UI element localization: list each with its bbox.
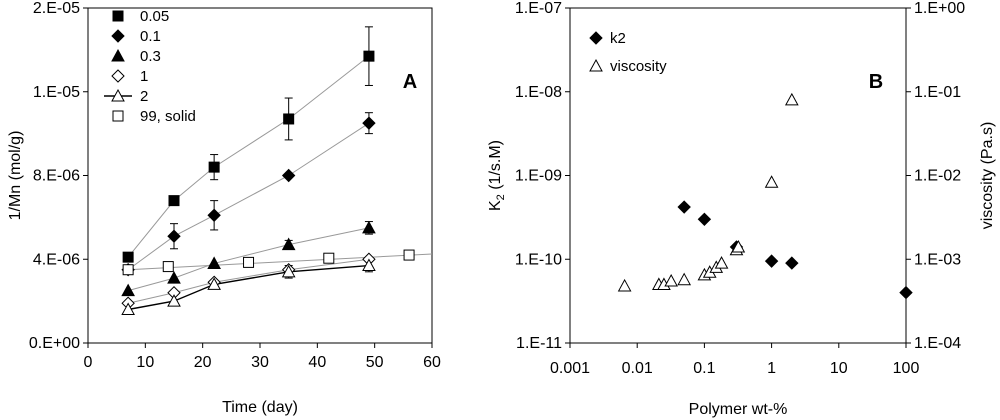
data-point xyxy=(714,256,729,269)
x-tick-label-a: 40 xyxy=(308,354,326,371)
y-left-axis-title-rest: (1/s.M) xyxy=(487,140,504,194)
x-tick-label-a: 20 xyxy=(194,354,212,371)
panel-label-b: B xyxy=(869,71,883,93)
data-point xyxy=(785,256,799,270)
data-point xyxy=(677,272,692,286)
legend-marker xyxy=(112,10,124,22)
data-point xyxy=(168,195,180,207)
data-point xyxy=(162,261,174,273)
panel-b-chart: 0.001 0.01 0.1 1 10 100 1.E-11 1.E-10 1.E-09 1.E-… xyxy=(487,0,996,418)
legend-label: k2 xyxy=(610,30,626,47)
data-point xyxy=(764,175,779,188)
data-point xyxy=(208,161,220,173)
y-left-tick-label-b: 1.E-10 xyxy=(515,251,562,268)
y-right-tick-label-b: 1.E-04 xyxy=(914,335,961,352)
data-point xyxy=(243,256,255,268)
legend-label: 0.05 xyxy=(140,8,169,25)
x-tick-label-b: 0.01 xyxy=(622,360,653,377)
data-point xyxy=(207,277,221,290)
y-left-tick-label-b: 1.E-09 xyxy=(515,168,562,185)
data-point xyxy=(207,256,221,269)
x-tick-label-b: 1 xyxy=(767,360,776,377)
x-tick-label-b: 0.1 xyxy=(693,360,715,377)
y-right-tick-label-b: 1.E-02 xyxy=(914,168,961,185)
y-tick-label-a: 8.E-06 xyxy=(33,168,80,185)
data-point xyxy=(362,258,376,272)
data-point xyxy=(167,271,181,284)
data-point xyxy=(731,239,746,253)
x-tick-label-a: 50 xyxy=(366,354,384,371)
y-left-tick-label-b: 1.E-08 xyxy=(515,84,562,101)
x-tick-label-b: 10 xyxy=(830,360,848,377)
y-left-tick-label-b: 1.E-11 xyxy=(516,335,562,352)
x-tick-label-a: 60 xyxy=(423,354,441,371)
data-point xyxy=(121,302,135,315)
x-tick-label-a: 10 xyxy=(136,354,154,371)
legend-marker xyxy=(111,69,125,83)
y-left-tick-label-b: 1.E-07 xyxy=(515,0,562,17)
data-point xyxy=(362,116,376,130)
legend-marker xyxy=(111,29,125,43)
series-line xyxy=(127,55,370,258)
y-tick-label-a: 0.E+00 xyxy=(29,335,80,352)
data-point xyxy=(122,251,134,263)
data-point xyxy=(664,273,678,287)
data-point xyxy=(281,168,296,183)
y-left-axis-title-sub: 2 xyxy=(495,194,507,200)
y-right-tick-label-b: 1.E-01 xyxy=(914,84,961,101)
y-tick-label-a: 4.E-06 xyxy=(33,251,80,268)
series-line xyxy=(128,264,369,311)
y-tick-label-a: 1.E-05 xyxy=(33,84,80,101)
legend-marker xyxy=(111,88,125,102)
data-point xyxy=(764,254,779,268)
data-point xyxy=(677,200,691,214)
legend-label: viscosity xyxy=(610,58,667,75)
legend-label: 0.3 xyxy=(140,48,161,65)
data-point xyxy=(122,264,134,276)
panel-a-chart: 0 10 20 30 40 50 60 0.E+00 4.E-06 8.E-06 1.E-05 2.E… xyxy=(7,0,441,416)
y-right-axis-title-b: viscosity (Pa.s) xyxy=(979,122,996,230)
legend-label: 99, solid xyxy=(140,108,196,125)
data-point xyxy=(362,220,376,234)
data-point xyxy=(617,278,632,292)
data-point xyxy=(323,252,335,264)
data-point xyxy=(363,50,375,62)
x-axis-title-b: Polymer wt-% xyxy=(689,401,788,418)
data-point xyxy=(121,283,135,297)
x-tick-label-a: 30 xyxy=(251,354,269,371)
data-point xyxy=(784,92,799,106)
x-tick-label-a: 0 xyxy=(84,354,93,371)
data-point xyxy=(281,264,296,278)
x-tick-label-b: 0.001 xyxy=(550,360,590,377)
y-right-tick-label-b: 1.E+00 xyxy=(914,0,965,17)
panel-label-a: A xyxy=(403,71,417,93)
trend-line-99-solid xyxy=(128,253,433,271)
legend-label: 1 xyxy=(140,68,148,85)
x-tick-label-b: 100 xyxy=(893,360,920,377)
data-point xyxy=(207,208,221,222)
legend-label: 2 xyxy=(140,88,148,105)
y-left-axis-title-b: K2 (1/s.M) xyxy=(487,140,507,211)
data-point xyxy=(899,285,913,300)
data-point xyxy=(403,249,415,261)
legend-marker xyxy=(589,58,603,72)
y-axis-title-a: 1/Mn (mol/g) xyxy=(7,131,24,221)
y-right-tick-label-b: 1.E-03 xyxy=(914,251,961,268)
data-point xyxy=(283,113,295,125)
x-axis-title-a: Time (day) xyxy=(222,399,298,416)
legend-marker xyxy=(112,110,124,122)
data-point xyxy=(281,237,296,251)
data-point xyxy=(697,212,712,226)
legend-label: 0.1 xyxy=(140,28,161,45)
y-tick-label-a: 2.E-05 xyxy=(33,0,80,17)
legend-marker xyxy=(589,31,603,45)
y-left-axis-title-base: K xyxy=(487,200,504,211)
data-point xyxy=(167,229,181,243)
legend-marker xyxy=(111,48,125,62)
data-point xyxy=(167,294,181,307)
